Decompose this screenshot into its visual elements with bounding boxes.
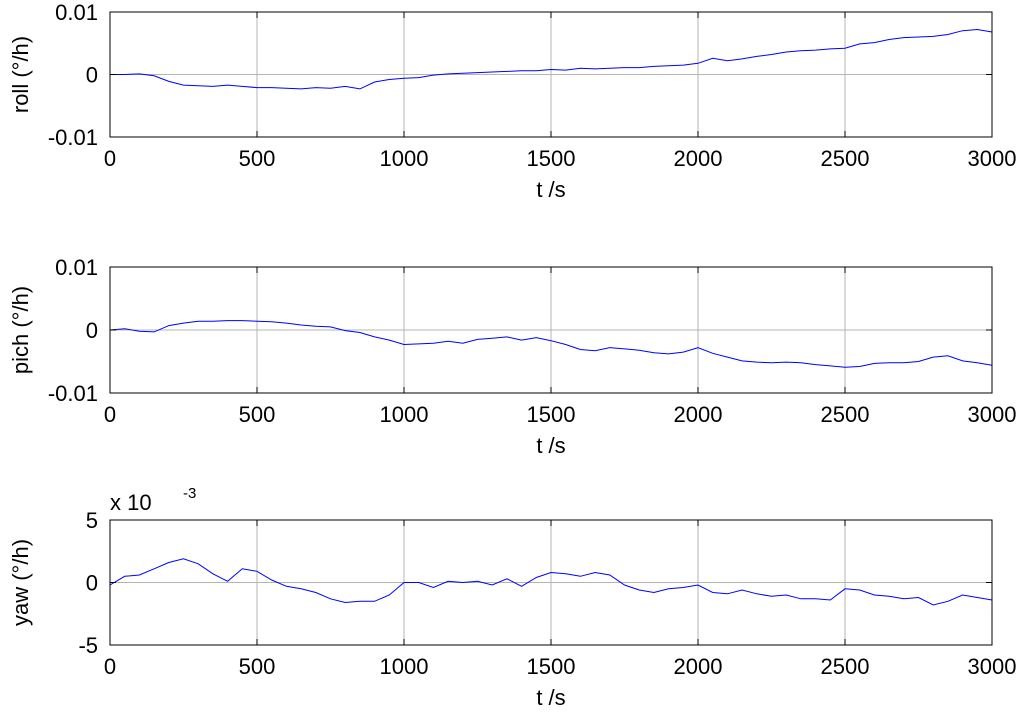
x-tick-label: 2500 <box>821 654 870 679</box>
y-tick-label: 0 <box>86 63 98 88</box>
axis-exponent-power: -3 <box>183 485 196 502</box>
x-tick-label: 1000 <box>380 654 429 679</box>
x-tick-label: 500 <box>239 146 276 171</box>
x-tick-label: 1500 <box>527 654 576 679</box>
x-tick-label: 0 <box>104 146 116 171</box>
axis-exponent: x 10 <box>110 490 152 515</box>
y-tick-label: 0.01 <box>55 255 98 280</box>
y-axis-label: roll (°/h) <box>8 36 33 113</box>
x-tick-label: 2000 <box>674 146 723 171</box>
x-tick-label: 3000 <box>968 402 1017 427</box>
series-line <box>109 558 993 606</box>
series-line <box>110 28 993 90</box>
y-tick-label: -0.01 <box>48 381 98 406</box>
x-axis-label: t /s <box>536 177 565 202</box>
x-tick-label: 1500 <box>527 146 576 171</box>
x-tick-label: 2500 <box>821 402 870 427</box>
x-tick-label: 1500 <box>527 402 576 427</box>
x-tick-label: 3000 <box>968 146 1017 171</box>
y-tick-label: 0 <box>86 571 98 596</box>
x-tick-label: 500 <box>239 402 276 427</box>
y-tick-label: 0 <box>86 318 98 343</box>
x-tick-label: 2000 <box>674 402 723 427</box>
x-tick-label: 1000 <box>380 402 429 427</box>
y-tick-label: -0.01 <box>48 125 98 150</box>
x-tick-label: 0 <box>104 654 116 679</box>
y-tick-label: 5 <box>86 508 98 533</box>
x-tick-label: 1000 <box>380 146 429 171</box>
x-tick-label: 3000 <box>968 654 1017 679</box>
x-axis-label: t /s <box>536 433 565 458</box>
x-tick-label: 2000 <box>674 654 723 679</box>
x-tick-label: 2500 <box>821 146 870 171</box>
y-axis-label: yaw (°/h) <box>8 539 33 626</box>
series-line <box>109 320 993 368</box>
x-axis-label: t /s <box>536 685 565 710</box>
y-axis-label: pich (°/h) <box>8 286 33 374</box>
x-tick-label: 0 <box>104 402 116 427</box>
y-tick-label: 0.01 <box>55 0 98 25</box>
x-tick-label: 500 <box>239 654 276 679</box>
y-tick-label: -5 <box>78 633 98 658</box>
